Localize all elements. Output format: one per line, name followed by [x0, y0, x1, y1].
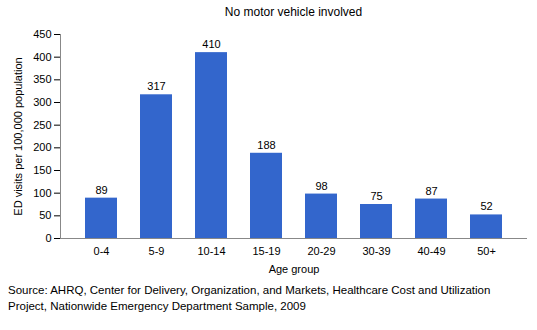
html-text:Source: AHRQ, Center for Deliv: Source: AHRQ, Center for Delivery, Organ… — [8, 284, 491, 312]
svg-text:450: 450 — [33, 28, 51, 40]
svg-text:100: 100 — [33, 187, 51, 199]
svg-text:250: 250 — [33, 119, 51, 131]
svg-text:300: 300 — [33, 96, 51, 108]
svg-text:317: 317 — [147, 80, 165, 92]
svg-text:10-14: 10-14 — [197, 245, 225, 257]
svg-text:400: 400 — [33, 51, 51, 63]
svg-text:98: 98 — [315, 180, 327, 192]
svg-text:188: 188 — [257, 139, 275, 151]
svg-text:200: 200 — [33, 141, 51, 153]
svg-text:50: 50 — [39, 209, 51, 221]
svg-text:0: 0 — [45, 232, 51, 244]
svg-text:Age group: Age group — [269, 263, 320, 275]
svg-text:410: 410 — [202, 38, 220, 50]
svg-text:15-19: 15-19 — [252, 245, 280, 257]
svg-text:20-29: 20-29 — [307, 245, 335, 257]
svg-text:89: 89 — [95, 184, 107, 196]
svg-text:30-39: 30-39 — [362, 245, 390, 257]
svg-text:ED visits per 100,000 populati: ED visits per 100,000 population — [12, 57, 24, 215]
svg-text:350: 350 — [33, 73, 51, 85]
svg-text:40-49: 40-49 — [417, 245, 445, 257]
html-text:No motor vehicle involved: No motor vehicle involved — [224, 5, 363, 19]
svg-text:50+: 50+ — [477, 245, 496, 257]
svg-text:0-4: 0-4 — [94, 245, 110, 257]
svg-text:52: 52 — [480, 200, 492, 212]
svg-text:150: 150 — [33, 164, 51, 176]
svg-text:87: 87 — [425, 185, 437, 197]
svg-text:5-9: 5-9 — [149, 245, 165, 257]
svg-text:75: 75 — [370, 190, 382, 202]
